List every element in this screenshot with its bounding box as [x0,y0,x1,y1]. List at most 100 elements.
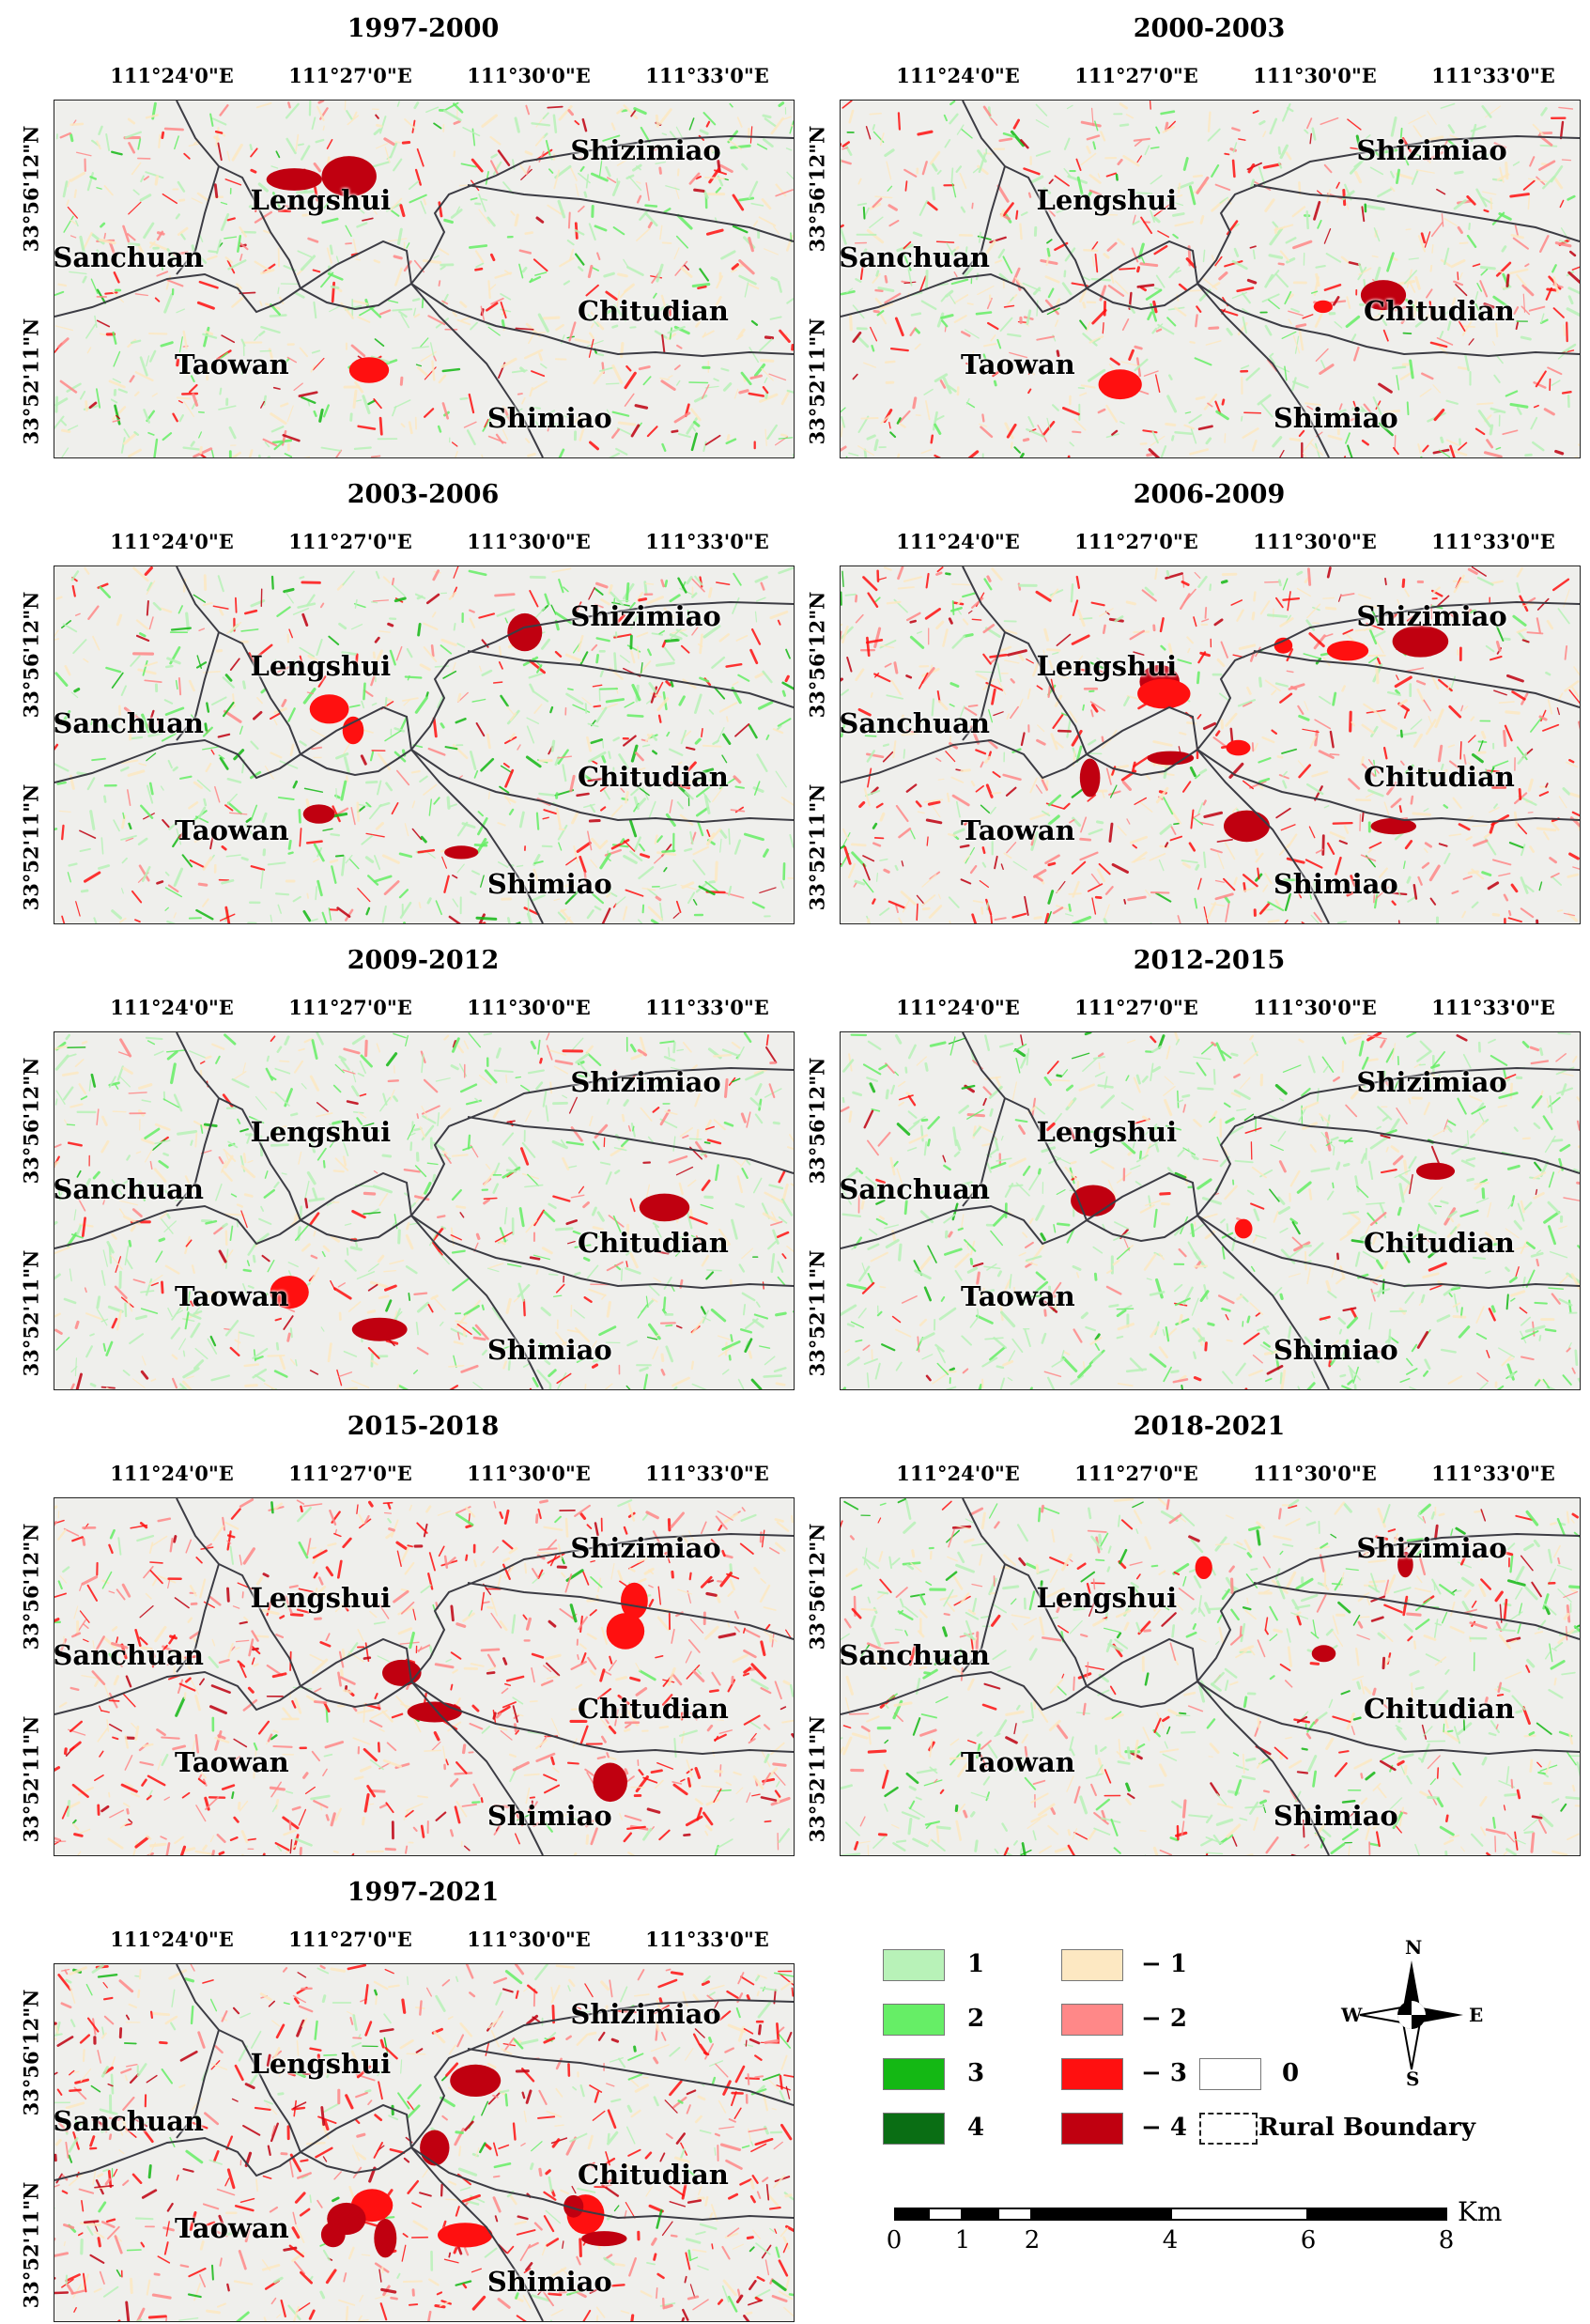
place-label-shizimiao: Shizimiao [570,600,720,632]
change-pixel [351,414,352,421]
change-pixel [246,1386,257,1387]
change-patch [303,804,335,823]
change-pixel [948,794,949,801]
change-pixel [291,1114,297,1115]
change-pixel [703,746,721,747]
change-pixel [1196,397,1204,399]
change-pixel [387,700,391,701]
change-pixel [590,821,599,822]
change-pixel [1179,184,1180,193]
change-pixel [864,208,865,219]
change-pixel [998,1272,1000,1276]
change-pixel [201,447,202,453]
change-pixel [1037,301,1038,316]
change-pixel [1169,376,1171,380]
change-pixel [861,418,877,419]
change-pixel [1225,434,1226,442]
change-pixel [276,893,288,894]
change-pixel [319,101,323,102]
change-pixel [457,1206,465,1207]
change-pixel [987,903,988,909]
change-pixel [199,412,205,413]
change-patch [1148,751,1195,766]
change-pixel [899,113,900,129]
change-pixel [252,170,255,172]
change-pixel [740,391,748,393]
change-pixel [1481,268,1494,269]
change-pixel [1537,921,1538,923]
change-pixel [315,411,316,416]
change-pixel [310,1199,323,1201]
change-pixel [383,1155,391,1156]
change-pixel [1049,685,1051,697]
panel-title: 2009-2012 [54,945,793,977]
change-pixel [162,132,163,137]
change-pixel [500,647,501,656]
change-pixel [914,398,916,408]
change-pixel [710,882,715,883]
change-pixel [1227,1224,1228,1231]
change-pixel [603,741,604,748]
change-pixel [435,666,448,667]
change-patch [640,1194,689,1222]
change-pixel [245,1195,252,1197]
place-label-shizimiao: Shizimiao [1356,600,1506,632]
change-pixel [1493,915,1498,916]
change-pixel [474,1338,485,1340]
change-pixel [988,577,990,581]
change-pixel [236,598,237,612]
change-pixel [289,853,293,854]
change-pixel [1283,598,1299,600]
change-pixel [576,1273,580,1275]
change-pixel [57,597,62,599]
change-pixel [496,595,515,596]
change-pixel [962,770,970,771]
change-pixel [922,1120,927,1121]
change-pixel [1393,367,1405,368]
change-pixel [245,1365,258,1367]
longitude-label: 111°24'0"E [896,996,1020,1019]
change-pixel [403,143,409,144]
panel-title: 2012-2015 [840,945,1579,977]
change-pixel [1210,584,1211,590]
change-pixel [71,135,72,141]
place-label-lengshui: Lengshui [1036,650,1177,682]
change-pixel [1021,454,1023,457]
change-pixel [1138,268,1139,271]
change-pixel [1073,432,1080,433]
latitude-label: 33°56'12"N [806,1058,829,1185]
change-pixel [646,206,656,207]
place-label-taowan: Taowan [961,349,1075,380]
latitude-label: 33°52'11"N [806,318,829,445]
change-pixel [226,1232,227,1245]
change-pixel [549,1274,558,1275]
change-pixel [630,327,635,328]
change-pixel [794,455,795,457]
longitude-label: 111°30'0"E [467,530,591,553]
change-pixel [179,200,184,201]
change-pixel [1176,432,1192,434]
change-pixel [1141,264,1157,266]
change-pixel [332,834,339,835]
change-pixel [1278,756,1282,757]
change-pixel [1011,442,1012,448]
change-pixel [895,663,897,673]
change-pixel [366,1041,367,1055]
change-pixel [355,448,371,449]
change-pixel [324,1161,325,1168]
change-pixel [659,716,660,722]
change-pixel [627,584,628,601]
change-patch [1314,301,1333,313]
longitude-label: 111°30'0"E [1253,996,1377,1019]
change-pixel [224,1224,227,1226]
longitude-label: 111°27'0"E [288,996,412,1019]
change-pixel [980,1386,981,1390]
change-patch [1327,641,1368,660]
change-pixel [880,1216,884,1218]
change-pixel [307,894,308,899]
change-pixel [885,870,888,872]
change-pixel [656,116,657,126]
